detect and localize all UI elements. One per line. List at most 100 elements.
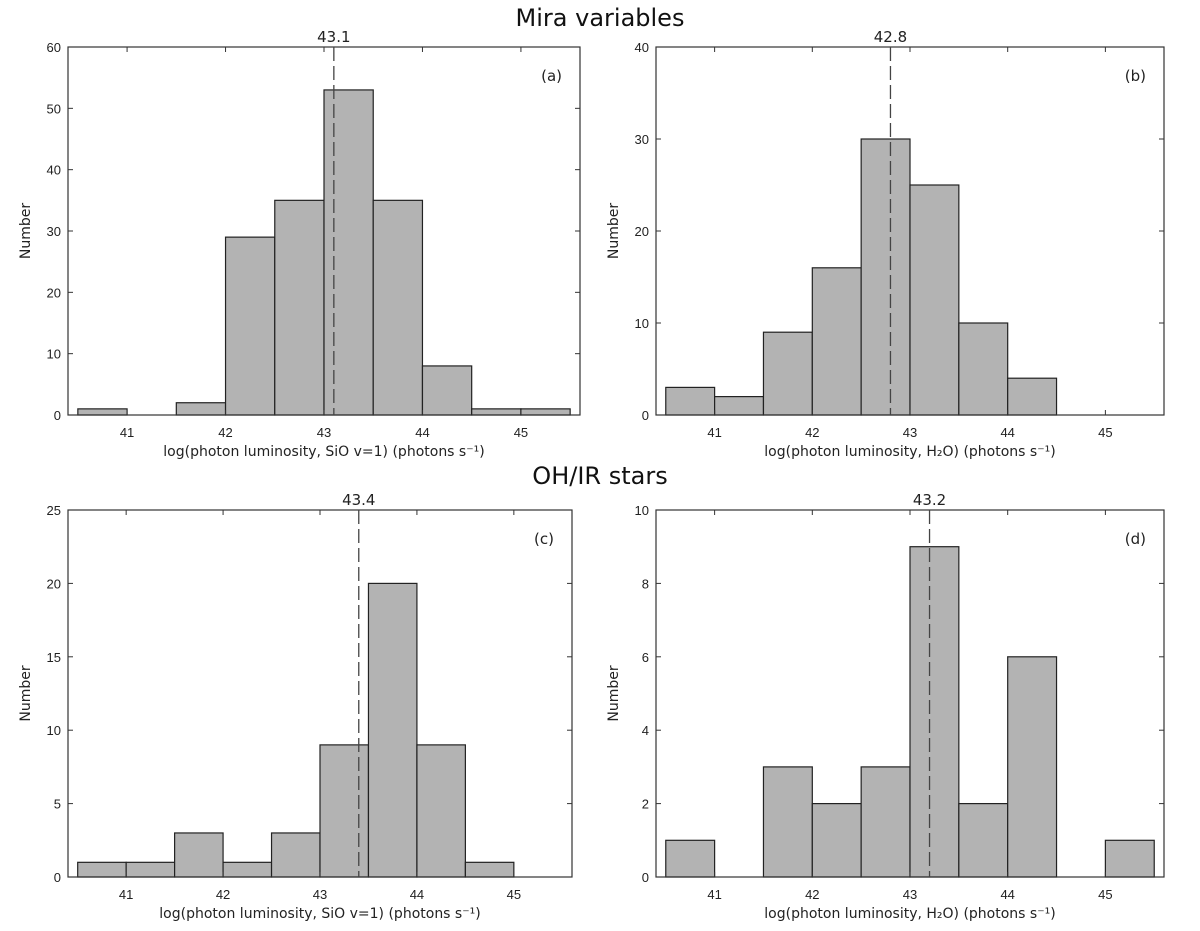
histogram-bar xyxy=(274,199,325,416)
y-tick-label: 30 xyxy=(47,224,61,239)
y-tick-label: 60 xyxy=(47,40,61,55)
y-tick-label: 8 xyxy=(642,576,649,591)
histogram-bar xyxy=(77,408,128,416)
x-tick-label: 41 xyxy=(119,887,133,902)
y-tick-label: 25 xyxy=(47,503,61,518)
y-tick-label: 10 xyxy=(635,503,649,518)
y-tick-label: 40 xyxy=(47,163,61,178)
histogram-bar xyxy=(520,408,571,416)
histogram-panel-b: 41 42 43 44 45 0 10 20 30 40 42.8 (b) log(photon lum… xyxy=(606,28,1165,460)
y-tick-label: 0 xyxy=(642,408,649,423)
section-title-mira: Mira variables xyxy=(515,4,685,32)
histogram-bar xyxy=(125,861,176,878)
panel-label: (a) xyxy=(541,67,562,85)
histogram-bar xyxy=(909,546,960,878)
histogram-bar xyxy=(860,766,911,878)
y-tick-label: 0 xyxy=(642,870,649,885)
y-tick-label: 20 xyxy=(47,285,61,300)
histogram-panel-d: 41 42 43 44 45 0 2 4 6 8 10 43.2 (d) log(photon lumin… xyxy=(606,491,1165,922)
histogram-bar xyxy=(372,199,424,416)
x-tick-label: 45 xyxy=(507,887,521,902)
y-tick-label: 15 xyxy=(47,650,61,665)
histogram-bar xyxy=(416,744,466,878)
histogram-bar xyxy=(421,365,473,416)
histogram-bar xyxy=(811,802,862,878)
x-axis-label: log(photon luminosity, H₂O) (photons s⁻¹… xyxy=(764,444,1055,460)
histogram-bar xyxy=(174,832,224,878)
median-label: 43.2 xyxy=(913,491,946,509)
y-tick-label: 10 xyxy=(47,347,61,362)
y-tick-label: 6 xyxy=(642,650,649,665)
histogram-bar xyxy=(958,322,1009,416)
panel-label: (b) xyxy=(1125,67,1146,85)
median-label: 42.8 xyxy=(874,28,907,46)
x-tick-label: 42 xyxy=(216,887,230,902)
x-tick-label: 45 xyxy=(1098,887,1112,902)
median-label: 43.4 xyxy=(342,491,375,509)
histogram-bar xyxy=(762,331,813,416)
median-label: 43.1 xyxy=(317,28,350,46)
histogram-bar xyxy=(367,582,418,878)
x-tick-label: 42 xyxy=(805,887,819,902)
histogram-panel-c: 41 42 43 44 45 0 5 10 15 20 25 43.4 (c) log(photon lu… xyxy=(18,491,573,922)
x-axis-label: log(photon luminosity, H₂O) (photons s⁻¹… xyxy=(764,906,1055,922)
x-tick-label: 43 xyxy=(903,887,917,902)
y-axis-label: Number xyxy=(606,665,622,721)
y-tick-label: 0 xyxy=(54,408,61,423)
x-tick-label: 43 xyxy=(903,425,917,440)
histogram-bar xyxy=(224,236,276,416)
histogram-bar xyxy=(319,744,370,878)
histogram-bar xyxy=(1007,377,1058,416)
histogram-bar xyxy=(665,839,716,878)
histogram-bar xyxy=(471,408,522,416)
x-tick-label: 43 xyxy=(317,425,331,440)
histogram-bar xyxy=(958,802,1009,878)
histogram-bar xyxy=(323,89,374,416)
y-tick-label: 50 xyxy=(47,101,61,116)
x-tick-label: 41 xyxy=(707,887,721,902)
histogram-bar xyxy=(175,402,227,416)
y-axis-label: Number xyxy=(18,665,34,721)
x-tick-label: 44 xyxy=(1000,887,1014,902)
x-tick-label: 42 xyxy=(218,425,232,440)
x-axis-label: log(photon luminosity, SiO v=1) (photons… xyxy=(159,906,480,922)
x-tick-label: 45 xyxy=(1098,425,1112,440)
y-axis-label: Number xyxy=(18,203,34,259)
y-tick-label: 20 xyxy=(635,224,649,239)
y-tick-label: 4 xyxy=(642,723,649,738)
histogram-bar xyxy=(222,861,273,878)
x-tick-label: 44 xyxy=(410,887,424,902)
x-tick-label: 43 xyxy=(313,887,327,902)
y-tick-label: 5 xyxy=(54,797,61,812)
histogram-bar xyxy=(860,138,911,416)
x-tick-label: 41 xyxy=(707,425,721,440)
y-tick-label: 10 xyxy=(47,723,61,738)
histogram-bar xyxy=(270,832,321,878)
x-tick-label: 44 xyxy=(415,425,429,440)
section-title-ohir: OH/IR stars xyxy=(532,462,668,490)
histogram-bar xyxy=(77,861,127,878)
y-tick-label: 20 xyxy=(47,576,61,591)
x-tick-label: 44 xyxy=(1000,425,1014,440)
histogram-bar xyxy=(714,396,765,416)
x-tick-label: 42 xyxy=(805,425,819,440)
y-tick-label: 0 xyxy=(54,870,61,885)
histogram-bar xyxy=(1007,656,1058,878)
histogram-bar xyxy=(811,267,862,416)
x-axis-label: log(photon luminosity, SiO v=1) (photons… xyxy=(163,444,484,460)
histogram-bar xyxy=(762,766,813,878)
y-tick-label: 30 xyxy=(635,132,649,147)
x-tick-label: 41 xyxy=(120,425,134,440)
y-tick-label: 10 xyxy=(635,316,649,331)
histogram-bar xyxy=(665,386,716,416)
y-tick-label: 40 xyxy=(635,40,649,55)
histogram-bar xyxy=(909,184,960,416)
panel-label: (d) xyxy=(1125,530,1146,548)
histogram-panel-a: 41 42 43 44 45 0 10 20 30 40 50 60 43.1 (a) log(photon… xyxy=(18,28,581,460)
histogram-bar xyxy=(464,861,515,878)
y-axis-label: Number xyxy=(606,203,622,259)
panel-label: (c) xyxy=(534,530,554,548)
histogram-bar xyxy=(1104,839,1155,878)
x-tick-label: 45 xyxy=(514,425,528,440)
